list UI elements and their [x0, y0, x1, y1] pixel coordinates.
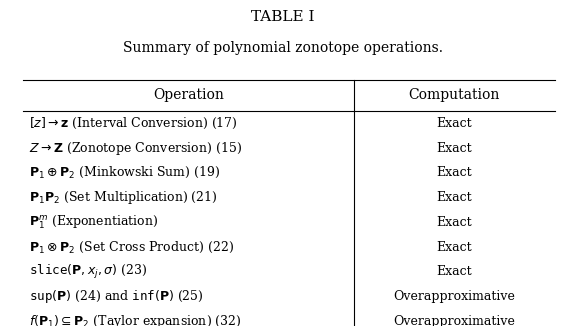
Text: TABLE I: TABLE I — [251, 10, 315, 24]
Text: $\mathbf{P}_1 \otimes \mathbf{P}_2$ (Set Cross Product) (22): $\mathbf{P}_1 \otimes \mathbf{P}_2$ (Set… — [29, 240, 234, 255]
Text: Overapproximative: Overapproximative — [393, 290, 515, 303]
Text: Exact: Exact — [436, 265, 472, 278]
Text: $Z \rightarrow \mathbf{Z}$ (Zonotope Conversion) (15): $Z \rightarrow \mathbf{Z}$ (Zonotope Con… — [29, 140, 242, 156]
Text: Operation: Operation — [153, 88, 224, 102]
Text: Exact: Exact — [436, 117, 472, 130]
Text: Exact: Exact — [436, 216, 472, 229]
Text: $\mathbf{P}_1^m$ (Exponentiation): $\mathbf{P}_1^m$ (Exponentiation) — [29, 214, 158, 231]
Text: Overapproximative: Overapproximative — [393, 315, 515, 326]
Text: Computation: Computation — [409, 88, 500, 102]
Text: Exact: Exact — [436, 191, 472, 204]
Text: Exact: Exact — [436, 166, 472, 179]
Text: Exact: Exact — [436, 141, 472, 155]
Text: $\mathtt{sup}(\mathbf{P})$ (24) and $\mathtt{inf}(\mathbf{P})$ (25): $\mathtt{sup}(\mathbf{P})$ (24) and $\ma… — [29, 288, 204, 305]
Text: Exact: Exact — [436, 241, 472, 254]
Text: $\mathbf{P}_1\mathbf{P}_2$ (Set Multiplication) (21): $\mathbf{P}_1\mathbf{P}_2$ (Set Multipli… — [29, 189, 218, 206]
Text: $\mathbf{P}_1 \oplus \mathbf{P}_2$ (Minkowski Sum) (19): $\mathbf{P}_1 \oplus \mathbf{P}_2$ (Mink… — [29, 165, 221, 180]
Text: Summary of polynomial zonotope operations.: Summary of polynomial zonotope operation… — [123, 41, 443, 55]
Text: $f(\mathbf{P}_1) \subseteq \mathbf{P}_2$ (Taylor expansion) (32): $f(\mathbf{P}_1) \subseteq \mathbf{P}_2$… — [29, 313, 242, 326]
Text: $\mathtt{slice}(\mathbf{P}, x_j, \sigma)$ (23): $\mathtt{slice}(\mathbf{P}, x_j, \sigma)… — [29, 263, 148, 281]
Text: $[z] \rightarrow \mathbf{z}$ (Interval Conversion) (17): $[z] \rightarrow \mathbf{z}$ (Interval C… — [29, 116, 238, 131]
